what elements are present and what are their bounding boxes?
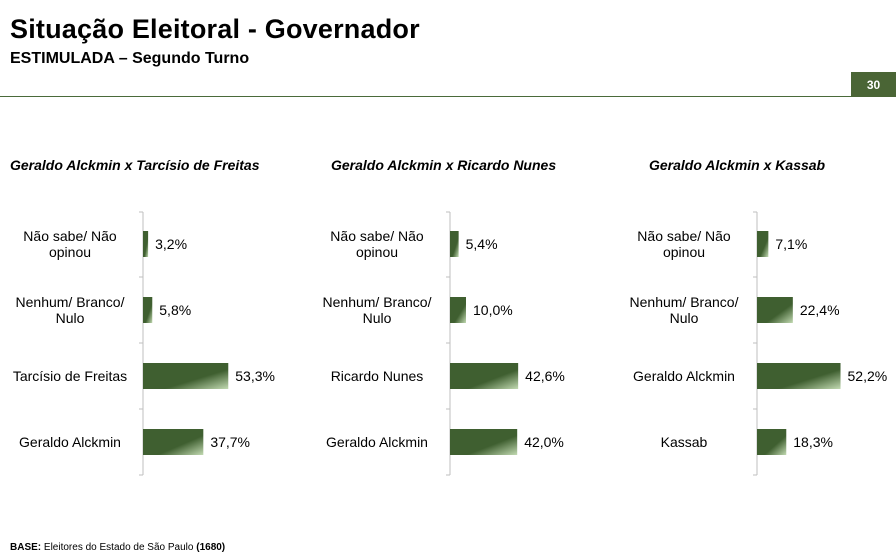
chart-tarcisio: 3,2% Não sabe/ Não opinou 5,8% Nenhum/ Branc… [13, 211, 275, 476]
bar-value-label: 7,1% [775, 236, 807, 252]
category-label: Tarcísio de Freitas [13, 368, 127, 384]
chart-title-tarcisio: Geraldo Alckmin x Tarcísio de Freitas [10, 157, 260, 173]
bar-value-label: 37,7% [210, 434, 250, 450]
bar-value-label: 52,2% [848, 368, 888, 384]
category-label: Kassab [661, 434, 708, 450]
bar-value-label: 42,0% [524, 434, 564, 450]
category-label: Não sabe/ Não opinou [330, 228, 424, 260]
category-label: Nenhum/ Branco/Nulo [16, 294, 125, 326]
page-title: Situação Eleitoral - Governador [10, 14, 420, 44]
bar [143, 297, 153, 323]
page-subtitle: ESTIMULADA – Segundo Turno [10, 50, 250, 67]
bar-value-label: 3,2% [155, 236, 187, 252]
bar [757, 363, 841, 389]
footer-base-label: BASE: [10, 542, 42, 553]
bar [143, 231, 149, 257]
bar [450, 297, 466, 323]
chart-kassab: 7,1% Não sabe/ Não opinou 22,4% Nenhum/ Bran… [630, 211, 888, 476]
category-label: Geraldo Alckmin [19, 434, 121, 450]
category-label: Não sabe/ Não opinou [637, 228, 731, 260]
chart-title-nunes: Geraldo Alckmin x Ricardo Nunes [331, 157, 557, 173]
bar [143, 429, 204, 455]
category-label: Geraldo Alckmin [633, 368, 735, 384]
bar [450, 429, 518, 455]
bar [450, 231, 459, 257]
footer-base-text: Eleitores do Estado de São Paulo [43, 542, 194, 553]
bar [450, 363, 519, 389]
footer-base: BASE: Eleitores do Estado de São Paulo (… [10, 542, 225, 553]
bar-value-label: 53,3% [235, 368, 275, 384]
bar [757, 297, 793, 323]
bar [757, 231, 769, 257]
bar-value-label: 10,0% [473, 302, 513, 318]
chart-title-kassab: Geraldo Alckmin x Kassab [649, 157, 826, 173]
bar-value-label: 22,4% [800, 302, 840, 318]
bar-value-label: 5,4% [466, 236, 498, 252]
category-label: Ricardo Nunes [331, 368, 424, 384]
footer-base-count: (1680) [196, 542, 226, 553]
category-label: Não sabe/ Não opinou [23, 228, 117, 260]
category-label: Nenhum/ Branco/Nulo [630, 294, 739, 326]
chart-nunes: 5,4% Não sabe/ Não opinou 10,0% Nenhum/ Bran… [323, 211, 565, 476]
page-number-badge: 30 [851, 72, 896, 97]
category-label: Geraldo Alckmin [326, 434, 428, 450]
category-label: Nenhum/ Branco/Nulo [323, 294, 432, 326]
bar [757, 429, 787, 455]
bar-value-label: 42,6% [525, 368, 565, 384]
bar [143, 363, 229, 389]
bar-value-label: 5,8% [159, 302, 191, 318]
header-rule [0, 96, 896, 97]
bar-value-label: 18,3% [793, 434, 833, 450]
